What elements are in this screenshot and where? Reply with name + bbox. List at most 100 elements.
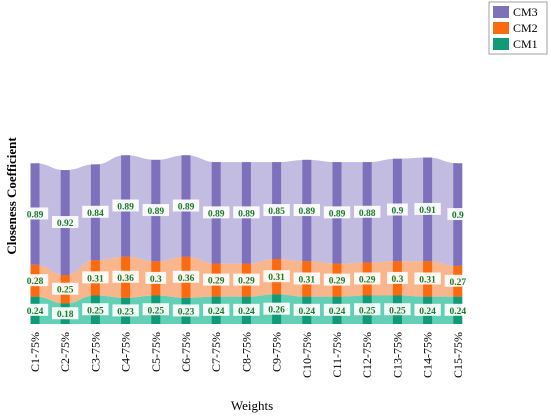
x-tick-labels: C1-75% C2-75% C3-75% C4-75% C5-75% C6-75% C7-7… (28, 332, 465, 378)
x-tick-label: C8-75% (239, 332, 253, 372)
band-cm1 (337, 295, 368, 324)
value-label-cm3: 0.89 (208, 209, 225, 219)
value-label-cm3: 0.9 (452, 211, 464, 221)
value-label-bg (387, 271, 408, 284)
value-label-cm1: 0.24 (238, 307, 255, 317)
band-cm1 (276, 294, 307, 324)
bars (30, 155, 463, 324)
x-tick-label: C2-75% (58, 332, 72, 372)
band-cm3 (35, 163, 66, 275)
band-cm1 (427, 296, 458, 324)
value-label-cm3: 0.89 (178, 203, 195, 213)
band-cm3 (95, 155, 126, 261)
x-tick-label: C14-75% (421, 332, 435, 378)
value-label-bg (263, 302, 290, 315)
x-tick-label: C5-75% (149, 332, 163, 372)
value-label-cm3: 0.91 (419, 206, 436, 216)
value-label-bg (203, 206, 230, 219)
legend-swatch-cm2 (493, 22, 509, 34)
value-label-cm1: 0.25 (359, 306, 376, 316)
band-cm1 (155, 295, 186, 324)
band-cm1 (367, 295, 398, 324)
band-cm2 (125, 256, 156, 298)
value-label-bg (444, 303, 471, 316)
band-cm1 (125, 295, 156, 324)
band-cm2 (397, 261, 428, 297)
x-tick-label: C3-75% (88, 332, 102, 372)
value-label-cm2: 0.31 (298, 275, 315, 285)
band-cm3 (65, 164, 96, 275)
value-label-bg (21, 303, 49, 316)
value-label-cm1: 0.24 (27, 307, 44, 317)
value-label-cm3: 0.89 (238, 209, 255, 219)
band-cm3 (306, 159, 337, 264)
value-label-bg (323, 273, 351, 286)
value-label-bg (414, 272, 441, 285)
legend-label-cm1: CM1 (513, 37, 538, 51)
band-cm2 (246, 259, 277, 297)
value-label-cm1: 0.24 (329, 307, 346, 317)
band-cm3 (397, 157, 428, 262)
legend: CM3 CM2 CM1 (488, 1, 548, 55)
band-cm3 (427, 157, 458, 266)
value-label-cm2: 0.28 (27, 277, 44, 287)
band-cm2 (186, 256, 217, 298)
value-label-cm3: 0.89 (329, 209, 346, 219)
value-label-cm2: 0.29 (208, 277, 225, 287)
band-cm3 (186, 155, 217, 264)
band-cm3 (216, 162, 247, 264)
x-tick-label: C9-75% (270, 332, 284, 372)
value-label-bg (82, 303, 109, 316)
value-label-cm2: 0.3 (150, 275, 162, 285)
value-label-cm1: 0.24 (208, 307, 225, 317)
value-label-bg (21, 274, 49, 287)
band-cm3 (155, 155, 186, 262)
band-cm2 (306, 261, 337, 297)
value-label-bg (233, 206, 260, 219)
value-label-cm2: 0.3 (391, 275, 403, 285)
value-label-cm2: 0.25 (57, 286, 74, 296)
value-label-cm2: 0.31 (87, 274, 104, 284)
value-label-bg (444, 274, 471, 287)
value-label-bg (293, 303, 320, 316)
value-label-bg (82, 271, 109, 284)
value-label-cm3: 0.89 (147, 207, 164, 217)
value-label-bg (82, 205, 109, 218)
value-label-bg (172, 270, 200, 283)
band-cm1 (95, 295, 126, 324)
value-label-cm1: 0.24 (449, 307, 466, 317)
value-label-cm3: 0.89 (298, 207, 315, 217)
value-label-cm3: 0.85 (268, 207, 285, 217)
value-label-cm2: 0.31 (268, 273, 285, 283)
x-tick-label: C1-75% (28, 332, 42, 372)
legend-label-cm3: CM3 (513, 5, 538, 19)
value-label-bg (354, 303, 381, 316)
value-label-bg (447, 208, 469, 221)
x-tick-label: C12-75% (360, 332, 374, 378)
band-cm1 (306, 296, 337, 324)
legend-swatch-cm3 (493, 6, 509, 18)
value-label-bg (387, 203, 408, 216)
value-label-cm3: 0.88 (359, 209, 376, 219)
legend-label-cm2: CM2 (513, 21, 538, 35)
x-tick-label: C6-75% (179, 332, 193, 372)
value-label-bg (354, 272, 381, 285)
value-label-cm3: 0.89 (27, 210, 44, 220)
value-label-bg (142, 204, 169, 217)
band-cm1 (216, 296, 247, 324)
legend-swatch-cm1 (493, 38, 509, 50)
x-tick-label: C10-75% (300, 332, 314, 378)
x-tick-label: C7-75% (209, 332, 223, 372)
value-label-cm3: 0.89 (117, 203, 134, 213)
value-label-bg (172, 304, 200, 317)
value-label-cm1: 0.26 (268, 306, 285, 316)
value-label-cm2: 0.29 (238, 277, 255, 287)
flow-bands (35, 155, 458, 324)
value-label-bg (142, 303, 169, 316)
band-cm1 (397, 295, 428, 324)
band-cm3 (367, 158, 398, 263)
band-cm3 (125, 155, 156, 262)
value-label-bg (203, 303, 230, 316)
x-tick-label: C11-75% (330, 332, 344, 378)
